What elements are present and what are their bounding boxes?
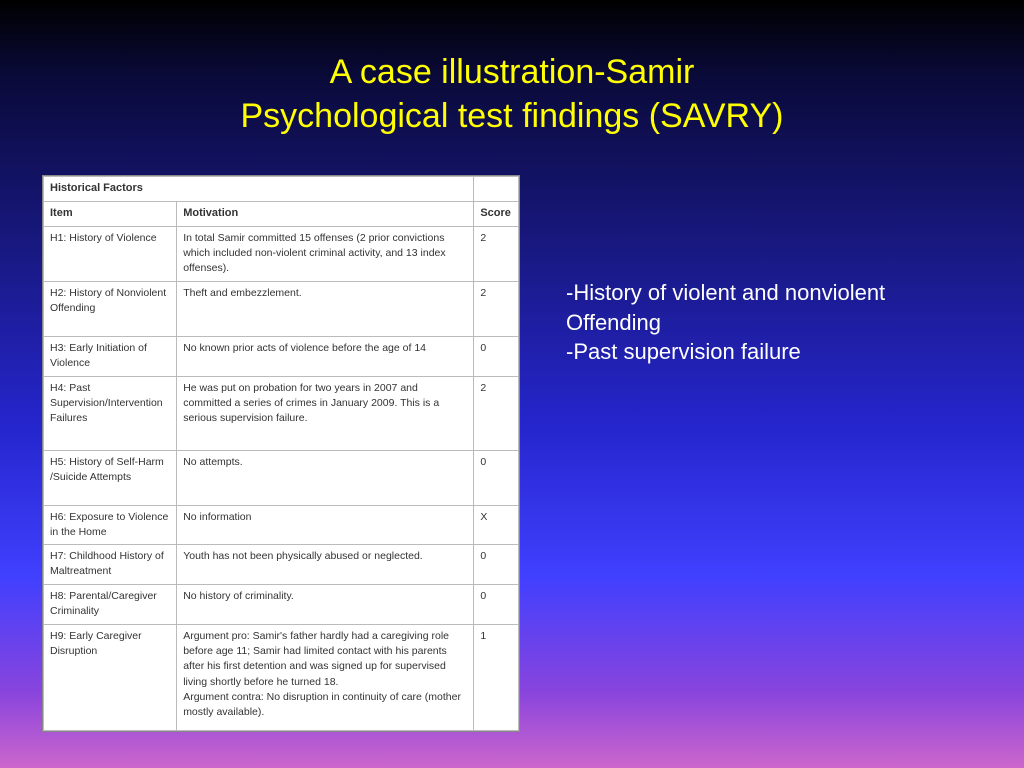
section-header-label: Historical Factors <box>44 177 474 202</box>
cell-score: 0 <box>474 450 519 505</box>
cell-motivation: Youth has not been physically abused or … <box>177 544 474 584</box>
col-header-motivation: Motivation <box>177 201 474 226</box>
cell-item: H4: Past Supervision/Intervention Failur… <box>44 376 177 450</box>
cell-score: 2 <box>474 226 519 281</box>
table-row: H1: History of ViolenceIn total Samir co… <box>44 226 519 281</box>
table-row: H6: Exposure to Violence in the HomeNo i… <box>44 505 519 544</box>
cell-motivation: No information <box>177 505 474 544</box>
savry-table-container: Historical Factors Item Motivation Score… <box>42 175 520 732</box>
table-row: H8: Parental/Caregiver CriminalityNo his… <box>44 584 519 624</box>
cell-item: H8: Parental/Caregiver Criminality <box>44 584 177 624</box>
cell-score: 1 <box>474 624 519 730</box>
table-row: H9: Early Caregiver DisruptionArgument p… <box>44 624 519 730</box>
title-line-2: Psychological test findings (SAVRY) <box>0 94 1024 138</box>
table-section-header: Historical Factors <box>44 177 519 202</box>
table-column-headers: Item Motivation Score <box>44 201 519 226</box>
bullet-1-continued: Offending <box>566 308 885 338</box>
section-header-empty <box>474 177 519 202</box>
savry-table: Historical Factors Item Motivation Score… <box>43 176 519 731</box>
table-row: H5: History of Self-Harm /Suicide Attemp… <box>44 450 519 505</box>
col-header-score: Score <box>474 201 519 226</box>
cell-item: H3: Early Initiation of Violence <box>44 336 177 376</box>
table-body: H1: History of ViolenceIn total Samir co… <box>44 226 519 730</box>
col-header-item: Item <box>44 201 177 226</box>
cell-item: H1: History of Violence <box>44 226 177 281</box>
table-row: H7: Childhood History of MaltreatmentYou… <box>44 544 519 584</box>
cell-score: 2 <box>474 376 519 450</box>
table-row: H3: Early Initiation of ViolenceNo known… <box>44 336 519 376</box>
bullet-1: -History of violent and nonviolent <box>566 278 885 308</box>
cell-score: 2 <box>474 281 519 336</box>
table-row: H2: History of Nonviolent OffendingTheft… <box>44 281 519 336</box>
cell-score: 0 <box>474 336 519 376</box>
cell-motivation: No known prior acts of violence before t… <box>177 336 474 376</box>
cell-motivation: Argument pro: Samir's father hardly had … <box>177 624 474 730</box>
cell-motivation: In total Samir committed 15 offenses (2 … <box>177 226 474 281</box>
cell-motivation: Theft and embezzlement. <box>177 281 474 336</box>
title-line-1: A case illustration-Samir <box>0 50 1024 94</box>
cell-item: H6: Exposure to Violence in the Home <box>44 505 177 544</box>
cell-score: 0 <box>474 544 519 584</box>
cell-item: H5: History of Self-Harm /Suicide Attemp… <box>44 450 177 505</box>
cell-motivation: No history of criminality. <box>177 584 474 624</box>
cell-item: H9: Early Caregiver Disruption <box>44 624 177 730</box>
cell-motivation: He was put on probation for two years in… <box>177 376 474 450</box>
cell-score: 0 <box>474 584 519 624</box>
cell-item: H7: Childhood History of Maltreatment <box>44 544 177 584</box>
cell-motivation: No attempts. <box>177 450 474 505</box>
slide-title: A case illustration-Samir Psychological … <box>0 50 1024 138</box>
table-row: H4: Past Supervision/Intervention Failur… <box>44 376 519 450</box>
cell-item: H2: History of Nonviolent Offending <box>44 281 177 336</box>
summary-bullets: -History of violent and nonviolent Offen… <box>566 278 885 367</box>
cell-score: X <box>474 505 519 544</box>
bullet-2: -Past supervision failure <box>566 337 885 367</box>
